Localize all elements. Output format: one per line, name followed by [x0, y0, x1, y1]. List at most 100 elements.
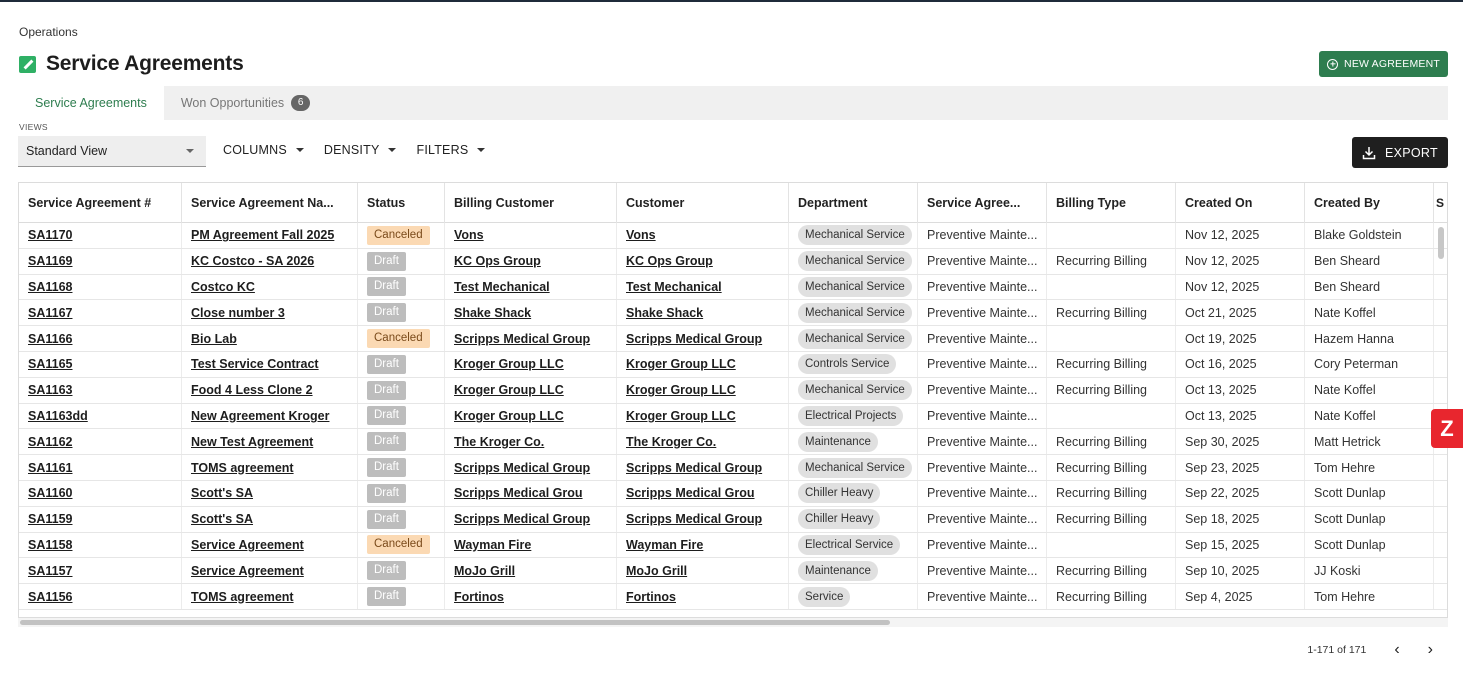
- tab-won-opportunities[interactable]: Won Opportunities 6: [164, 86, 327, 120]
- customer-link[interactable]: Wayman Fire: [626, 537, 704, 552]
- table-row[interactable]: SA1157 Service Agreement Draft MoJo Grill Mo…: [19, 558, 1447, 585]
- billing-customer-link[interactable]: MoJo Grill: [454, 563, 516, 578]
- table-row[interactable]: SA1160 Scott's SA Draft Scripps Medical Gro…: [19, 480, 1447, 507]
- column-header[interactable]: Service Agree...: [918, 183, 1047, 223]
- column-header[interactable]: Service Agreement Na...: [182, 183, 358, 223]
- customer-link[interactable]: MoJo Grill: [626, 563, 688, 578]
- billing-customer-link[interactable]: Kroger Group LLC: [454, 383, 564, 398]
- customer-link[interactable]: Scripps Medical Group: [626, 460, 763, 475]
- agreement-name-link[interactable]: Scott's SA: [191, 486, 254, 501]
- agreement-name-link[interactable]: Costco KC: [191, 279, 255, 294]
- column-header[interactable]: Created On: [1176, 183, 1305, 223]
- customer-link[interactable]: Kroger Group LLC: [626, 383, 736, 398]
- billing-customer-link[interactable]: Scripps Medical Group: [454, 331, 591, 346]
- column-header[interactable]: Customer: [617, 183, 789, 223]
- column-header[interactable]: Billing Customer: [445, 183, 617, 223]
- billing-customer-link[interactable]: Fortinos: [454, 589, 504, 604]
- agreement-number-link[interactable]: SA1163: [28, 383, 73, 398]
- billing-customer-link[interactable]: Kroger Group LLC: [454, 408, 564, 423]
- table-row[interactable]: SA1158 Service Agreement Canceled Wayman Fi…: [19, 532, 1447, 559]
- table-row[interactable]: SA1168 Costco KC Draft Test Mechanical Test …: [19, 274, 1447, 301]
- billing-customer-link[interactable]: Test Mechanical: [454, 279, 550, 294]
- agreement-name-link[interactable]: New Agreement Kroger: [191, 408, 330, 423]
- agreement-name-link[interactable]: KC Costco - SA 2026: [191, 254, 315, 269]
- agreement-number-link[interactable]: SA1168: [28, 279, 73, 294]
- table-row[interactable]: SA1163 Food 4 Less Clone 2 Draft Kroger Gro…: [19, 377, 1447, 404]
- customer-link[interactable]: Scripps Medical Grou: [626, 486, 755, 501]
- agreement-name-link[interactable]: Service Agreement: [191, 563, 304, 578]
- billing-customer-link[interactable]: The Kroger Co.: [454, 434, 545, 449]
- agreement-number-link[interactable]: SA1160: [28, 486, 73, 501]
- table-row[interactable]: SA1167 Close number 3 Draft Shake Shack Shak…: [19, 300, 1447, 327]
- customer-link[interactable]: Kroger Group LLC: [626, 408, 736, 423]
- table-row[interactable]: SA1163dd New Agreement Kroger Draft Kroger …: [19, 403, 1447, 430]
- agreement-number-link[interactable]: SA1161: [28, 460, 73, 475]
- customer-link[interactable]: Shake Shack: [626, 305, 704, 320]
- customer-link[interactable]: Test Mechanical: [626, 279, 722, 294]
- agreement-number-link[interactable]: SA1158: [28, 537, 73, 552]
- agreement-name-link[interactable]: Bio Lab: [191, 331, 237, 346]
- agreement-number-link[interactable]: SA1166: [28, 331, 73, 346]
- column-header[interactable]: Service Agreement #: [19, 183, 182, 223]
- table-row[interactable]: SA1161 TOMS agreement Draft Scripps Medical…: [19, 455, 1447, 481]
- columns-button[interactable]: COLUMNS: [223, 143, 304, 157]
- new-agreement-button[interactable]: NEW AGREEMENT: [1319, 51, 1448, 77]
- billing-customer-link[interactable]: Scripps Medical Group: [454, 460, 591, 475]
- horizontal-scrollbar[interactable]: [20, 620, 890, 625]
- billing-customer-link[interactable]: Shake Shack: [454, 305, 532, 320]
- chevron-right-icon[interactable]: ›: [1427, 641, 1433, 658]
- table-row[interactable]: SA1159 Scott's SA Draft Scripps Medical Gro…: [19, 506, 1447, 533]
- table-row[interactable]: SA1156 TOMS agreement Draft Fortinos Fortino…: [19, 584, 1447, 610]
- agreement-number-link[interactable]: SA1159: [28, 512, 73, 527]
- agreement-name-link[interactable]: Close number 3: [191, 305, 285, 320]
- customer-link[interactable]: Vons: [626, 228, 656, 243]
- agreement-name-link[interactable]: Scott's SA: [191, 512, 254, 527]
- vertical-scrollbar[interactable]: [1438, 227, 1444, 259]
- agreement-number-link[interactable]: SA1170: [28, 228, 73, 243]
- customer-link[interactable]: Scripps Medical Group: [626, 512, 763, 527]
- agreement-number-link[interactable]: SA1169: [28, 254, 73, 269]
- billing-customer-link[interactable]: Vons: [454, 228, 484, 243]
- table-row[interactable]: SA1166 Bio Lab Canceled Scripps Medical Gro…: [19, 326, 1447, 352]
- brand-widget-icon[interactable]: Z: [1431, 409, 1463, 448]
- customer-link[interactable]: Scripps Medical Group: [626, 331, 763, 346]
- export-button[interactable]: EXPORT: [1352, 137, 1448, 168]
- agreement-name-link[interactable]: Service Agreement: [191, 537, 304, 552]
- agreement-number-link[interactable]: SA1163dd: [28, 408, 88, 423]
- agreement-number-link[interactable]: SA1167: [28, 305, 73, 320]
- table-row[interactable]: SA1170 PM Agreement Fall 2025 Canceled Vons…: [19, 223, 1447, 249]
- agreement-name-link[interactable]: TOMS agreement: [191, 589, 294, 604]
- agreement-name-link[interactable]: TOMS agreement: [191, 460, 294, 475]
- table-row[interactable]: SA1169 KC Costco - SA 2026 Draft KC Ops Gro…: [19, 248, 1447, 275]
- table-row[interactable]: SA1162 New Test Agreement Draft The Kroger …: [19, 429, 1447, 456]
- customer-link[interactable]: Fortinos: [626, 589, 676, 604]
- chevron-left-icon[interactable]: ‹: [1394, 641, 1400, 658]
- column-header[interactable]: Status: [358, 183, 445, 223]
- billing-customer-link[interactable]: Kroger Group LLC: [454, 357, 564, 372]
- billing-customer-link[interactable]: Scripps Medical Group: [454, 512, 591, 527]
- views-select[interactable]: Standard View: [18, 136, 206, 167]
- tab-service-agreements[interactable]: Service Agreements: [18, 86, 164, 120]
- customer-link[interactable]: KC Ops Group: [626, 254, 713, 269]
- column-header[interactable]: Department: [789, 183, 918, 223]
- agreement-number-link[interactable]: SA1162: [28, 434, 73, 449]
- customer-link[interactable]: The Kroger Co.: [626, 434, 717, 449]
- billing-customer-link[interactable]: KC Ops Group: [454, 254, 541, 269]
- agreement-name-link[interactable]: Food 4 Less Clone 2: [191, 383, 313, 398]
- column-header[interactable]: Billing Type: [1047, 183, 1176, 223]
- agreement-number-link[interactable]: SA1156: [28, 589, 73, 604]
- billing-customer-link[interactable]: Wayman Fire: [454, 537, 532, 552]
- filters-button[interactable]: FILTERS: [416, 143, 486, 157]
- customer-link[interactable]: Kroger Group LLC: [626, 357, 736, 372]
- agreement-name-link[interactable]: PM Agreement Fall 2025: [191, 228, 335, 243]
- billing-customer-link[interactable]: Scripps Medical Grou: [454, 486, 583, 501]
- table-row[interactable]: SA1165 Test Service Contract Draft Kroger G…: [19, 351, 1447, 378]
- agreement-number-link[interactable]: SA1157: [28, 563, 73, 578]
- agreement-number-link[interactable]: SA1165: [28, 357, 73, 372]
- tab-label: Won Opportunities: [180, 96, 285, 110]
- agreement-name-link[interactable]: New Test Agreement: [191, 434, 314, 449]
- column-header[interactable]: Created By: [1305, 183, 1434, 223]
- agreement-name-link[interactable]: Test Service Contract: [191, 357, 319, 372]
- breadcrumb[interactable]: Operations: [19, 25, 78, 39]
- density-button[interactable]: DENSITY: [324, 143, 397, 157]
